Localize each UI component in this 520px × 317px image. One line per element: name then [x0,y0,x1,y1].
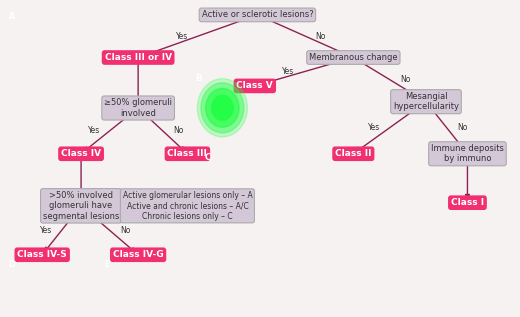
Text: Class IV-S: Class IV-S [17,250,67,259]
Text: Class I: Class I [451,198,484,207]
Text: Class II: Class II [335,149,372,158]
Text: Membranous change: Membranous change [309,53,398,62]
Text: Mesangial
hypercellularity: Mesangial hypercellularity [393,92,459,111]
Text: Class III or IV: Class III or IV [105,53,172,62]
Text: Class III: Class III [167,149,207,158]
Text: No: No [316,32,326,41]
Text: No: No [173,126,184,135]
Text: Class V: Class V [237,81,273,90]
Text: Active or sclerotic lesions?: Active or sclerotic lesions? [202,10,313,19]
Text: ≥50% glomeruli
involved: ≥50% glomeruli involved [104,98,172,118]
Text: No: No [457,123,467,132]
Text: Yes: Yes [282,67,295,76]
Text: Immune deposits
by immuno: Immune deposits by immuno [431,144,504,164]
Text: Yes: Yes [88,126,100,135]
Text: Active glomerular lesions only – A
Active and chronic lesions – A/C
Chronic lesi: Active glomerular lesions only – A Activ… [123,191,252,221]
Text: >50% involved
glomeruli have
segmental lesions: >50% involved glomeruli have segmental l… [43,191,119,221]
Text: Yes: Yes [368,123,380,132]
Text: Yes: Yes [176,32,188,41]
Text: Class IV-G: Class IV-G [113,250,163,259]
Text: No: No [400,75,410,84]
Text: Yes: Yes [40,226,52,235]
Text: No: No [120,226,131,235]
Text: Class IV: Class IV [61,149,101,158]
